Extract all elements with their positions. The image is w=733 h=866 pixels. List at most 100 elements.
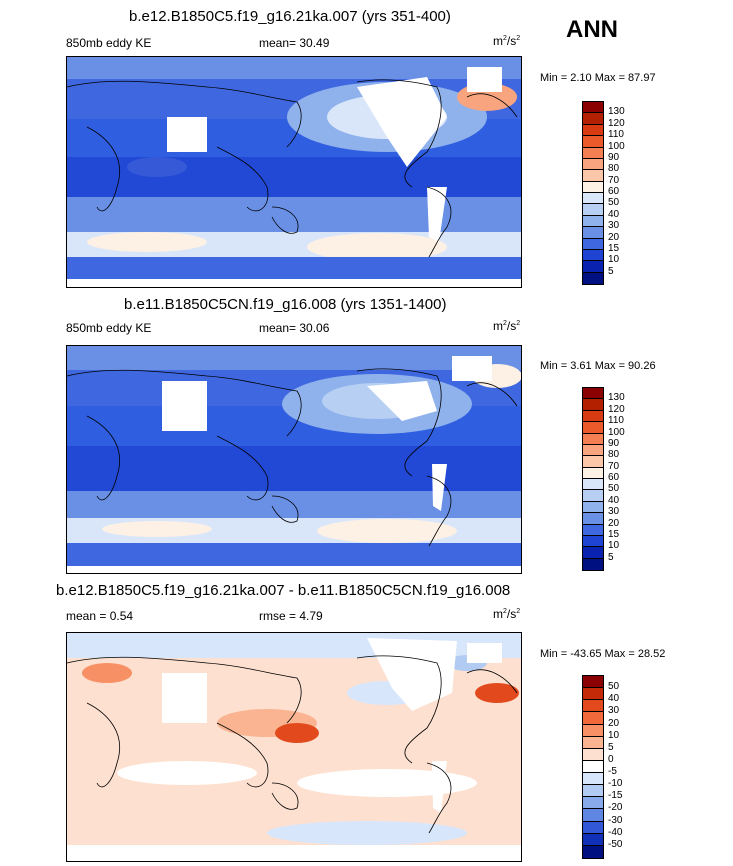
colorbar-swatch bbox=[583, 773, 603, 786]
colorbar-level-label: 110 bbox=[608, 129, 624, 141]
colorbar-swatch bbox=[583, 821, 603, 834]
colorbar-swatch bbox=[583, 513, 603, 525]
colorbar-swatch bbox=[583, 433, 603, 445]
colorbar-level-label: -15 bbox=[608, 790, 623, 802]
units-sup: 2 bbox=[516, 608, 521, 615]
colorbar-swatch bbox=[583, 736, 603, 749]
colorbar-level-label: 10 bbox=[608, 540, 620, 552]
colorbar-swatch bbox=[583, 388, 603, 400]
colorbar-level-label: 100 bbox=[608, 426, 625, 438]
colorbar-level-label: 70 bbox=[608, 460, 620, 472]
colorbar-level-label: 40 bbox=[608, 693, 620, 705]
colorbar-swatch bbox=[583, 215, 603, 228]
colorbar-swatch bbox=[583, 147, 603, 159]
colorbar-level-label: -5 bbox=[608, 766, 617, 778]
colorbar-level-label: 70 bbox=[608, 174, 620, 186]
colorbar-swatch bbox=[583, 136, 603, 148]
colorbar-swatch bbox=[583, 797, 603, 810]
colorbar-level-label: 40 bbox=[608, 208, 620, 220]
units-sup: 2 bbox=[503, 608, 507, 615]
colorbar-level-label: 120 bbox=[608, 117, 625, 129]
colorbar-level-label: 80 bbox=[608, 163, 620, 175]
colorbar-swatch bbox=[583, 204, 603, 216]
panel-2-colorbar bbox=[582, 387, 604, 571]
units-sup: 2 bbox=[503, 35, 507, 42]
colorbar-level-label: 0 bbox=[608, 753, 614, 765]
colorbar-swatch bbox=[583, 272, 603, 284]
colorbar-swatch bbox=[583, 785, 603, 798]
colorbar-swatch bbox=[583, 158, 603, 171]
colorbar-swatch bbox=[583, 712, 603, 725]
colorbar-swatch bbox=[583, 547, 603, 559]
colorbar-swatch bbox=[583, 227, 603, 239]
units-text: /s bbox=[506, 607, 517, 621]
colorbar-swatch bbox=[583, 467, 603, 479]
colorbar-swatch bbox=[583, 124, 603, 137]
colorbar-level-label: 120 bbox=[608, 403, 625, 415]
colorbar-level-label: 50 bbox=[608, 483, 620, 495]
colorbar-swatch bbox=[583, 113, 603, 125]
colorbar-level-label: -20 bbox=[608, 802, 623, 814]
colorbar-swatch bbox=[583, 399, 603, 411]
units-text: /s bbox=[506, 34, 517, 48]
colorbar-swatch bbox=[583, 809, 603, 822]
panel-3-minmax: Min = -43.65 Max = 28.52 bbox=[540, 648, 666, 660]
colorbar-swatch bbox=[583, 102, 603, 114]
colorbar-swatch bbox=[583, 261, 603, 273]
colorbar-level-label: 5 bbox=[608, 551, 614, 563]
colorbar-level-label: -10 bbox=[608, 778, 623, 790]
panel-2-map-plot bbox=[67, 346, 521, 573]
panel-2-title: b.e11.B1850C5CN.f19_g16.008 (yrs 1351-14… bbox=[124, 296, 447, 313]
panel-2-map bbox=[66, 345, 522, 574]
panel-2-minmax: Min = 3.61 Max = 90.26 bbox=[540, 360, 656, 372]
colorbar-swatch bbox=[583, 558, 603, 570]
colorbar-level-label: 20 bbox=[608, 517, 620, 529]
panel-2-units: m2/s2 bbox=[493, 319, 520, 333]
panel-1-units: m2/s2 bbox=[493, 34, 520, 48]
colorbar-level-label: 90 bbox=[608, 437, 620, 449]
colorbar-level-label: 100 bbox=[608, 140, 625, 152]
colorbar-level-label: 130 bbox=[608, 106, 625, 118]
colorbar-swatch bbox=[583, 479, 603, 491]
panel-2-mean-label: mean= 30.06 bbox=[259, 321, 330, 335]
colorbar-swatch bbox=[583, 700, 603, 713]
colorbar-swatch bbox=[583, 748, 603, 761]
panel-3-colorbar-labels: 50 40 30 20 10 5 0 -5 -10 -15 -20 -30 -40 -50 bbox=[608, 675, 648, 857]
colorbar-level-label: 30 bbox=[608, 506, 620, 518]
colorbar-level-label: 5 bbox=[608, 265, 614, 277]
panel-3-map-plot bbox=[67, 633, 521, 861]
colorbar-level-label: 110 bbox=[608, 415, 624, 427]
colorbar-swatch bbox=[583, 249, 603, 262]
colorbar-swatch bbox=[583, 524, 603, 536]
colorbar-level-label: 80 bbox=[608, 449, 620, 461]
colorbar-level-label: 50 bbox=[608, 681, 620, 693]
colorbar-swatch bbox=[583, 444, 603, 457]
units-text: m bbox=[493, 319, 503, 333]
panel-3-colorbar bbox=[582, 675, 604, 859]
panel-1-map-plot bbox=[67, 57, 521, 287]
colorbar-swatch bbox=[583, 676, 603, 689]
panel-3-units: m2/s2 bbox=[493, 607, 520, 621]
colorbar-level-label: 15 bbox=[608, 528, 620, 540]
panel-2-variable-label: 850mb eddy KE bbox=[66, 321, 152, 335]
panel-1-map bbox=[66, 56, 522, 288]
colorbar-swatch bbox=[583, 535, 603, 548]
colorbar-swatch bbox=[583, 170, 603, 182]
colorbar-level-label: 130 bbox=[608, 392, 625, 404]
colorbar-level-label: 5 bbox=[608, 741, 614, 753]
panel-1-minmax: Min = 2.10 Max = 87.97 bbox=[540, 72, 656, 84]
panel-1-colorbar bbox=[582, 101, 604, 285]
colorbar-swatch bbox=[583, 422, 603, 434]
colorbar-swatch bbox=[583, 760, 603, 773]
colorbar-level-label: 20 bbox=[608, 717, 620, 729]
colorbar-swatch bbox=[583, 490, 603, 502]
panel-3-title: b.e12.B1850C5.f19_g16.21ka.007 - b.e11.B… bbox=[56, 582, 511, 599]
colorbar-level-label: 10 bbox=[608, 729, 620, 741]
panel-1-mean-label: mean= 30.49 bbox=[259, 36, 330, 50]
colorbar-swatch bbox=[583, 238, 603, 250]
units-sup: 2 bbox=[516, 35, 521, 42]
colorbar-level-label: 30 bbox=[608, 705, 620, 717]
units-sup: 2 bbox=[516, 320, 521, 327]
panel-3-map bbox=[66, 632, 522, 862]
colorbar-level-label: 15 bbox=[608, 242, 620, 254]
